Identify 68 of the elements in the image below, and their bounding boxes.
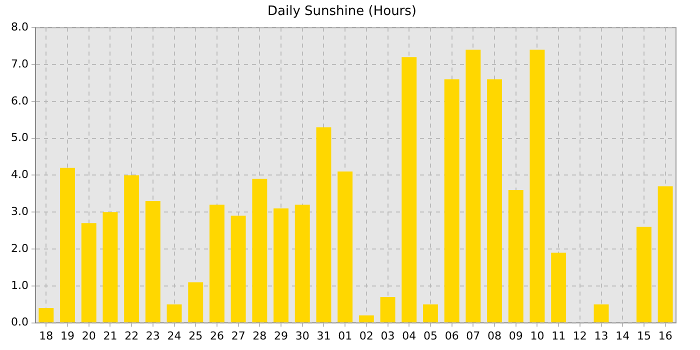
bar xyxy=(102,212,118,322)
bar xyxy=(594,304,609,322)
x-tick-label: 30 xyxy=(295,329,310,342)
bar xyxy=(423,304,438,322)
x-tick-label: 29 xyxy=(274,329,288,342)
x-tick-label: 28 xyxy=(252,329,267,342)
x-tick-label: 26 xyxy=(210,329,224,342)
y-tick-label: 8.0 xyxy=(10,20,28,34)
x-tick-label: 14 xyxy=(616,329,630,342)
bar xyxy=(38,308,54,322)
x-tick-label: 01 xyxy=(338,329,352,342)
y-tick-label: 3.0 xyxy=(10,204,28,218)
bar xyxy=(188,282,204,322)
x-tick-label: 02 xyxy=(359,329,374,342)
x-tick-label: 06 xyxy=(444,329,459,342)
y-tick-label: 5.0 xyxy=(10,131,28,144)
x-tick-label: 19 xyxy=(60,329,75,342)
x-tick-label: 21 xyxy=(103,329,118,342)
bar xyxy=(466,50,481,322)
bar xyxy=(124,175,140,322)
bar xyxy=(210,204,224,322)
x-tick-label: 15 xyxy=(636,329,651,342)
x-tick-label: 08 xyxy=(488,329,502,342)
bar xyxy=(81,223,96,322)
x-tick-label: 12 xyxy=(572,329,587,342)
y-tick-label: 2.0 xyxy=(10,242,28,255)
x-tick-label: 07 xyxy=(466,329,480,342)
y-tick-label: 1.0 xyxy=(10,278,28,292)
x-tick-label: 25 xyxy=(188,329,203,342)
bar xyxy=(402,57,417,322)
bar xyxy=(636,226,652,322)
x-tick-label: 18 xyxy=(39,329,54,342)
x-tick-label: 10 xyxy=(530,329,544,342)
bar xyxy=(294,204,310,322)
x-tick-label: 20 xyxy=(82,329,96,342)
chart-title: Daily Sunshine (Hours) xyxy=(268,4,416,20)
x-tick-label: 09 xyxy=(508,329,523,342)
bar xyxy=(530,50,545,322)
x-tick-label: 03 xyxy=(380,329,395,342)
x-tick-label: 05 xyxy=(423,329,438,342)
bar xyxy=(551,252,566,322)
bar xyxy=(60,168,75,322)
x-tick-label: 16 xyxy=(658,329,672,342)
x-tick-label: 23 xyxy=(146,329,160,342)
bar xyxy=(316,127,332,322)
y-tick-label: 0.0 xyxy=(10,316,28,329)
bar xyxy=(230,216,246,322)
bar xyxy=(380,296,396,322)
x-tick-label: 22 xyxy=(124,329,139,342)
x-tick-label: 04 xyxy=(402,329,416,342)
bar xyxy=(338,172,353,322)
bar xyxy=(274,208,288,322)
y-tick-label: 6.0 xyxy=(10,94,28,108)
bar xyxy=(358,315,374,322)
bar xyxy=(166,304,182,322)
x-tick-label: 13 xyxy=(594,329,608,342)
bar xyxy=(658,186,673,322)
x-tick-label: 11 xyxy=(552,329,566,342)
bar xyxy=(444,79,460,322)
bar xyxy=(145,201,160,322)
x-tick-label: 27 xyxy=(231,329,246,342)
x-tick-label: 31 xyxy=(316,329,331,342)
bar xyxy=(487,79,502,322)
bar xyxy=(252,178,268,322)
x-tick-label: 24 xyxy=(167,329,182,342)
y-tick-label: 4.0 xyxy=(10,168,28,182)
y-tick-label: 7.0 xyxy=(10,57,28,70)
bar xyxy=(508,190,524,322)
